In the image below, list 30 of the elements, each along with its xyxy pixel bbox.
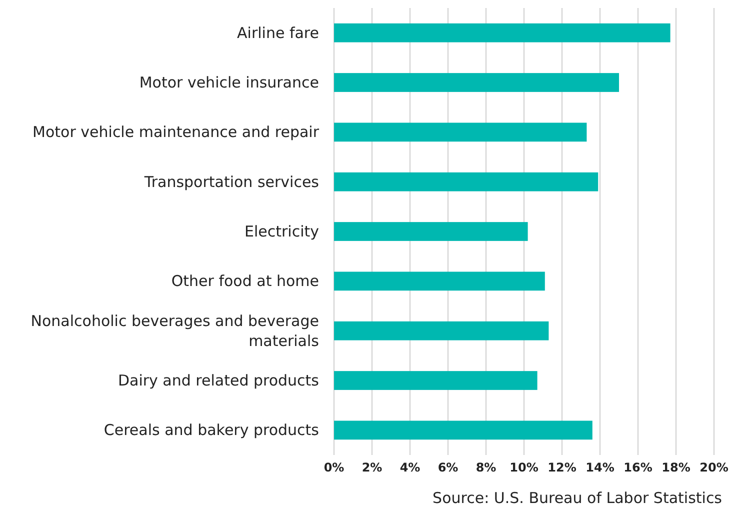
bar — [334, 172, 598, 192]
x-tick-label: 12% — [548, 460, 576, 475]
bar — [334, 23, 670, 42]
y-tick-label: Transportation services — [143, 172, 320, 191]
source-note: Source: U.S. Bureau of Labor Statistics — [432, 489, 722, 507]
y-tick-label: Motor vehicle maintenance and repair — [32, 123, 320, 142]
x-tick-label: 6% — [438, 460, 458, 475]
x-tick-label: 20% — [700, 460, 728, 475]
bar — [334, 222, 528, 241]
x-tick-label: 4% — [400, 460, 420, 475]
y-tick-label: Airline fare — [237, 24, 319, 42]
bar — [334, 420, 592, 440]
x-tick-label: 18% — [662, 460, 690, 475]
y-tick-label: Cereals and bakery products — [104, 421, 320, 440]
x-tick-label: 14% — [586, 460, 614, 475]
bar — [334, 122, 587, 142]
x-tick-label: 10% — [510, 460, 538, 475]
y-tick-label: Other food at home — [171, 272, 319, 290]
y-tick-label: Electricity — [244, 222, 320, 240]
bar — [334, 371, 538, 390]
x-tick-label: 0% — [324, 460, 344, 475]
x-tick-label: 16% — [624, 460, 652, 475]
y-tick-label: Motor vehicle insurance — [139, 74, 319, 92]
y-tick-label: Dairy and related products — [118, 372, 320, 390]
bar — [334, 272, 545, 291]
y-tick-label: Nonalcoholic beverages and beverage materials — [30, 312, 320, 350]
x-tick-label: 2% — [362, 460, 382, 475]
bar — [334, 73, 619, 92]
bar — [334, 321, 549, 340]
x-tick-label: 8% — [476, 460, 496, 475]
